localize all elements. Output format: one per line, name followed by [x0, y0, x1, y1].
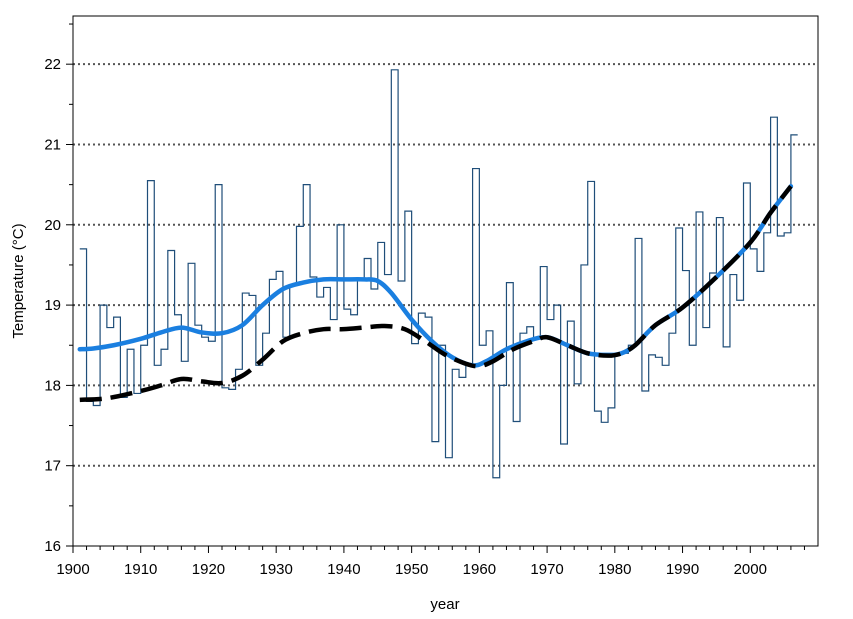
- y-tick-label: 19: [44, 297, 61, 314]
- x-tick-label: 1940: [327, 561, 360, 578]
- x-tick-label: 1950: [395, 561, 428, 578]
- series-layer: [77, 69, 798, 479]
- annual-step-line: [79, 69, 798, 479]
- x-tick-label: 1980: [598, 561, 631, 578]
- y-tick-label: 22: [44, 56, 61, 73]
- x-tick-label: 1990: [666, 561, 699, 578]
- y-tick-label: 21: [44, 136, 61, 153]
- gridlines: [73, 63, 818, 467]
- x-tick-label: 1970: [530, 561, 563, 578]
- x-tick-label: 1910: [124, 561, 157, 578]
- plot-frame: [72, 15, 819, 547]
- y-tick-label: 18: [44, 377, 61, 394]
- axes: 1900 1910 1920 1930 1940 1950 1960 1970 1980 1990…: [44, 23, 805, 578]
- x-tick-label: 2000: [734, 561, 767, 578]
- x-tick-label: 1930: [259, 561, 292, 578]
- x-tick-label: 1920: [192, 561, 225, 578]
- y-tick-label: 16: [44, 538, 61, 555]
- series-annual-step: [79, 69, 798, 479]
- x-tick-label: 1900: [56, 561, 89, 578]
- x-tick-label: 1960: [463, 561, 496, 578]
- trend-line-dashed: [79, 184, 793, 403]
- x-axis-title: year: [430, 596, 459, 613]
- y-tick-label: 17: [44, 458, 61, 475]
- y-tick-label: 20: [44, 217, 61, 234]
- y-axis-title: Temperature (°C): [10, 223, 27, 338]
